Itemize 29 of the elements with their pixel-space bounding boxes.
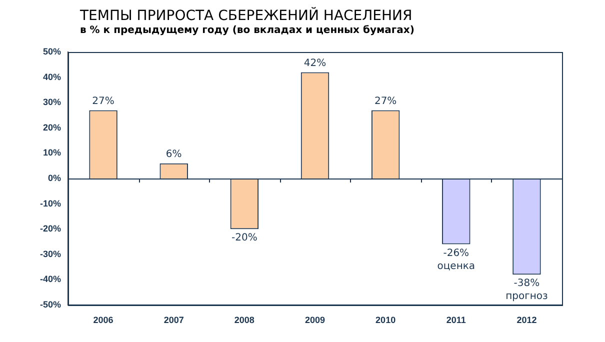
- data-label: -38%: [514, 278, 540, 290]
- annotation: прогноз: [506, 291, 548, 302]
- y-tick-label: 20%: [42, 122, 61, 132]
- y-tick-label: 50%: [42, 46, 61, 56]
- x-tick-label: 2007: [164, 314, 184, 325]
- x-tick-label: 2008: [234, 314, 254, 325]
- chart-subtitle: в % к предыдущему году (во вкладах и ценных бумагах): [80, 25, 414, 36]
- x-tick-label: 2006: [93, 314, 114, 325]
- x-tick-label: 2012: [516, 314, 537, 325]
- data-label: 27%: [92, 96, 114, 107]
- y-tick-label: 40%: [42, 72, 61, 82]
- chart-title: ТЕМПЫ ПРИРОСТА СБЕРЕЖЕНИЙ НАСЕЛЕНИЯ: [80, 8, 412, 24]
- y-tick-label: -50%: [40, 299, 61, 310]
- x-tick-label: 2010: [376, 314, 396, 325]
- data-label: 42%: [304, 58, 326, 69]
- y-tick-label: 30%: [42, 97, 61, 108]
- data-label: 27%: [374, 96, 397, 107]
- x-tick-label: 2009: [304, 314, 326, 325]
- y-tick-label: -40%: [40, 274, 61, 284]
- data-label: -26%: [443, 248, 470, 259]
- y-tick-label: -20%: [40, 224, 61, 234]
- y-tick-label: 0%: [48, 172, 61, 183]
- y-tick-label: -30%: [40, 248, 61, 259]
- data-label: 6%: [166, 148, 182, 160]
- annotation: оценка: [437, 260, 476, 272]
- data-label: -20%: [232, 232, 258, 244]
- y-tick-label: 10%: [42, 148, 61, 158]
- y-tick-label: -10%: [40, 198, 61, 208]
- x-tick-label: 2011: [446, 314, 466, 325]
